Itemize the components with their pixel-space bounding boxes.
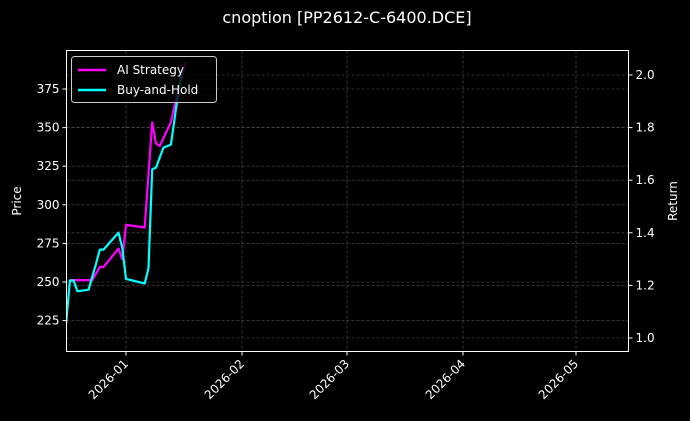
chart-title: cnoption [PP2612-C-6400.DCE] <box>222 8 471 27</box>
y-tick-label: 375 <box>37 82 60 96</box>
legend-label-buy-and-hold: Buy-and-Hold <box>117 83 198 97</box>
y-tick-label: 325 <box>37 159 60 173</box>
series-line-ai-strategy <box>69 61 187 282</box>
y2-tick-label: 1.8 <box>636 121 655 135</box>
y-tick-label: 300 <box>37 198 60 212</box>
y-tick-label: 350 <box>37 121 60 135</box>
y2-tick-label: 2.0 <box>636 68 655 82</box>
legend: AI Strategy Buy-and-Hold <box>71 56 217 103</box>
y2-tick-label: 1.0 <box>636 331 655 345</box>
y-tick-label: 275 <box>37 236 60 250</box>
y-axis-right: 1.0 1.2 1.4 1.6 1.8 2.0 <box>628 68 655 345</box>
y2-tick-label: 1.4 <box>636 226 655 240</box>
legend-box <box>71 56 217 103</box>
y-tick-label: 250 <box>37 275 60 289</box>
y2-tick-label: 1.2 <box>636 278 655 292</box>
y2-tick-label: 1.6 <box>636 173 655 187</box>
series-line-buy-and-hold <box>66 70 184 324</box>
y-tick-label: 225 <box>37 314 60 328</box>
y-axis-left: 225 250 275 300 325 350 375 <box>37 82 67 328</box>
y-axis-label: Price <box>10 186 24 215</box>
grid <box>66 50 629 352</box>
legend-label-ai-strategy: AI Strategy <box>117 63 184 77</box>
series-lines <box>66 61 187 324</box>
y2-axis-label: Return <box>666 181 680 221</box>
